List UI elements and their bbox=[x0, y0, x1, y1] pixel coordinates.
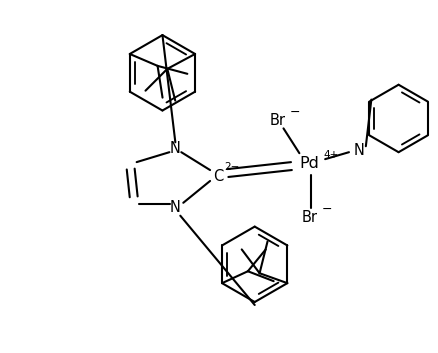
Text: 2−: 2− bbox=[224, 162, 240, 172]
Text: N: N bbox=[170, 141, 181, 156]
Text: Br: Br bbox=[269, 113, 286, 128]
Text: −: − bbox=[322, 203, 332, 216]
Text: N: N bbox=[170, 200, 181, 215]
Text: Pd: Pd bbox=[299, 156, 319, 170]
Text: −: − bbox=[290, 106, 300, 119]
Text: 4+: 4+ bbox=[324, 150, 339, 160]
Text: N: N bbox=[353, 143, 364, 158]
Text: Br: Br bbox=[301, 210, 317, 225]
Text: C: C bbox=[213, 168, 223, 184]
